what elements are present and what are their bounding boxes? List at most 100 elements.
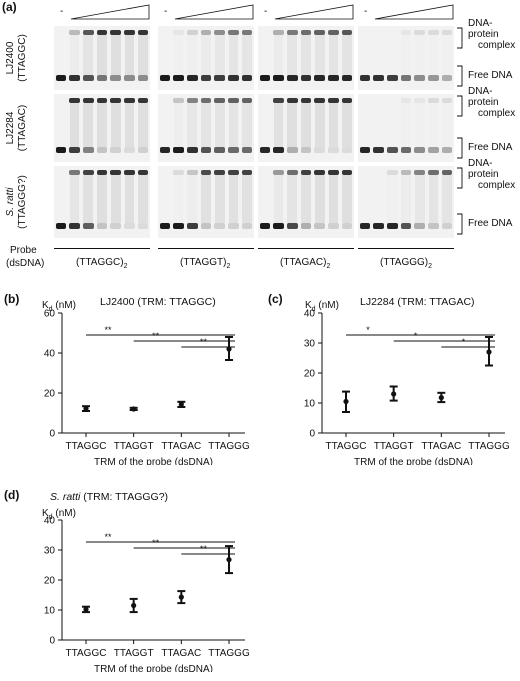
y-tick-label: 10	[44, 606, 56, 617]
complex-band	[414, 170, 426, 175]
free-dna-band	[328, 75, 339, 81]
lane-smear	[260, 103, 270, 147]
lane-smear	[342, 103, 352, 147]
y-tick-label: 0	[49, 429, 55, 440]
complex-band	[110, 30, 122, 35]
data-point	[226, 557, 232, 563]
free-dna-band	[200, 223, 212, 229]
complex-band	[386, 170, 398, 175]
free-dna-band	[137, 223, 149, 229]
y-tick-label: 20	[304, 369, 316, 380]
free-dna-band	[69, 75, 80, 81]
free-dna-band	[259, 147, 271, 153]
complex-band	[228, 170, 239, 175]
free-dna-band	[300, 75, 312, 81]
significance-label: **	[152, 538, 160, 548]
free-dna-band	[96, 223, 108, 229]
data-point	[486, 349, 492, 355]
band-bracket	[457, 95, 463, 159]
free-dna-band	[96, 147, 108, 153]
significance-label: **	[104, 532, 112, 542]
free-dna-band	[159, 75, 171, 81]
gel-image	[158, 166, 254, 238]
free-dna-band	[82, 223, 94, 229]
free-dna-band	[214, 147, 226, 153]
complex-band	[214, 98, 226, 103]
panel-a-tag: (a)	[2, 0, 17, 14]
free-dna-band	[441, 75, 453, 81]
complex-band	[214, 30, 226, 35]
gel-row-label: LJ2400 (TTAGGC)	[5, 34, 28, 82]
lane-smear	[401, 103, 411, 147]
lane-smear	[124, 103, 135, 147]
free-dna-band	[273, 223, 284, 229]
data-point	[83, 406, 89, 412]
significance-label: **	[200, 544, 208, 554]
free-dna-band	[124, 75, 135, 81]
lane-smear	[214, 103, 225, 147]
free-dna-band	[300, 223, 312, 229]
panel-d-title: S. ratti (TRM: TTAGGG?)	[50, 491, 169, 503]
lane-smear	[97, 103, 107, 147]
lane-smear	[242, 103, 252, 147]
free-dna-band	[386, 223, 398, 229]
x-axis-label: TRM of the probe (dsDNA)	[354, 457, 473, 465]
complex-label: DNA-protein complex	[468, 18, 516, 51]
data-point	[391, 391, 397, 397]
complex-band	[428, 98, 439, 103]
free-dna-band	[186, 147, 198, 153]
complex-band	[173, 30, 184, 35]
complex-band	[328, 98, 339, 103]
concentration-triangle	[274, 4, 354, 20]
free-dna-band	[341, 147, 353, 153]
lane-smear	[138, 35, 148, 75]
data-point	[178, 401, 184, 407]
complex-band	[200, 98, 212, 103]
complex-band	[173, 170, 184, 175]
free-dna-band	[400, 147, 412, 153]
complex-band	[441, 170, 453, 175]
complex-band	[137, 170, 149, 175]
lane-smear	[174, 35, 184, 75]
free-dna-label: Free DNA	[468, 218, 513, 229]
lane-smear	[160, 35, 170, 75]
free-dna-band	[82, 75, 94, 81]
data-point	[343, 398, 349, 405]
free-dna-band	[82, 147, 94, 153]
band-bracket	[457, 167, 463, 235]
free-dna-band	[359, 223, 371, 229]
complex-band	[341, 30, 353, 35]
free-dna-band	[214, 75, 226, 81]
lane-smear	[228, 103, 239, 147]
lane-smear	[138, 103, 148, 147]
complex-label: DNA-protein complex	[468, 158, 516, 191]
complex-band	[441, 30, 453, 35]
free-dna-band	[286, 147, 298, 153]
gel-image	[258, 26, 354, 90]
complex-band	[441, 98, 453, 103]
free-dna-band	[186, 75, 198, 81]
lane-smear	[360, 35, 370, 75]
lane-smear	[124, 35, 135, 75]
y-tick-label: 10	[304, 399, 316, 410]
free-dna-band	[55, 75, 67, 81]
free-dna-band	[286, 223, 298, 229]
gel-image	[358, 94, 454, 162]
complex-band	[69, 98, 80, 103]
data-point	[438, 395, 444, 401]
lane-smear	[273, 103, 284, 147]
probe-underline	[358, 248, 454, 249]
panel-b-title: LJ2400 (TRM: TTAGGC)	[100, 296, 216, 308]
lane-smear	[429, 35, 439, 75]
complex-band	[286, 170, 298, 175]
lane-smear	[201, 175, 211, 223]
free-dna-band	[137, 75, 149, 81]
free-dna-band	[173, 75, 184, 81]
probe-name: (TTAGAC)2	[280, 257, 331, 270]
probe-label: Probe	[10, 245, 37, 256]
lane-smear	[70, 35, 80, 75]
free-dna-band	[441, 223, 453, 229]
probe-sublabel: (dsDNA)	[6, 258, 45, 269]
lane-smear	[401, 35, 411, 75]
free-dna-band	[373, 147, 384, 153]
